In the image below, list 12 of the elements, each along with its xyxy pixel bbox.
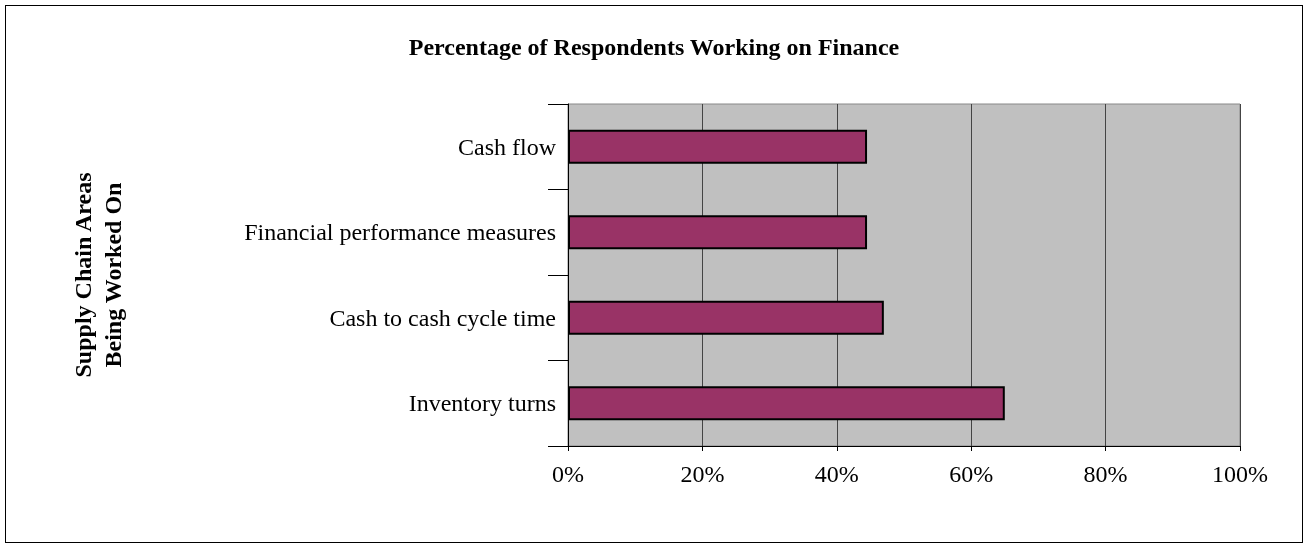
y-axis-title: Supply Chain Areas Being Worked On (70, 172, 126, 378)
y-tick-label: Inventory turns (408, 390, 556, 417)
x-tick-label: 60% (949, 461, 994, 487)
x-tick-label: 0% (552, 461, 584, 487)
x-tick-label: 100% (1212, 461, 1268, 487)
chart-title: Percentage of Respondents Working on Finance (408, 34, 900, 60)
y-tick-label: Financial performance measures (244, 219, 556, 246)
x-tick-label: 20% (680, 461, 725, 487)
y-tick-label: Cash flow (458, 133, 557, 160)
x-tick-label: 40% (814, 461, 859, 487)
y-tick-label: Cash to cash cycle time (329, 304, 556, 331)
x-tick-label: 80% (1083, 461, 1128, 487)
